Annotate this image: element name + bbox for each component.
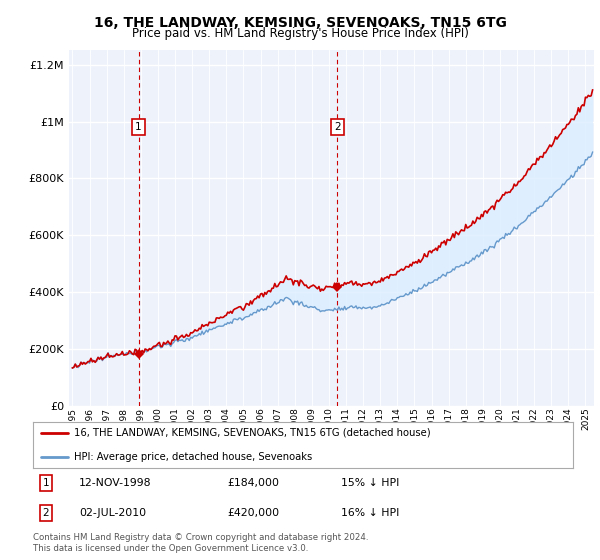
Text: HPI: Average price, detached house, Sevenoaks: HPI: Average price, detached house, Seve… bbox=[74, 451, 312, 461]
Text: 2: 2 bbox=[334, 122, 341, 132]
Text: 16, THE LANDWAY, KEMSING, SEVENOAKS, TN15 6TG (detached house): 16, THE LANDWAY, KEMSING, SEVENOAKS, TN1… bbox=[74, 428, 430, 438]
Text: £184,000: £184,000 bbox=[227, 478, 280, 488]
Text: 1: 1 bbox=[135, 122, 142, 132]
Text: 1: 1 bbox=[43, 478, 49, 488]
Text: Price paid vs. HM Land Registry's House Price Index (HPI): Price paid vs. HM Land Registry's House … bbox=[131, 27, 469, 40]
Text: 2: 2 bbox=[43, 508, 49, 519]
Text: 02-JUL-2010: 02-JUL-2010 bbox=[79, 508, 146, 519]
Text: 12-NOV-1998: 12-NOV-1998 bbox=[79, 478, 151, 488]
Text: 15% ↓ HPI: 15% ↓ HPI bbox=[341, 478, 399, 488]
Text: 16% ↓ HPI: 16% ↓ HPI bbox=[341, 508, 399, 519]
Text: Contains HM Land Registry data © Crown copyright and database right 2024.
This d: Contains HM Land Registry data © Crown c… bbox=[33, 533, 368, 553]
Text: 16, THE LANDWAY, KEMSING, SEVENOAKS, TN15 6TG: 16, THE LANDWAY, KEMSING, SEVENOAKS, TN1… bbox=[94, 16, 506, 30]
Text: £420,000: £420,000 bbox=[227, 508, 280, 519]
